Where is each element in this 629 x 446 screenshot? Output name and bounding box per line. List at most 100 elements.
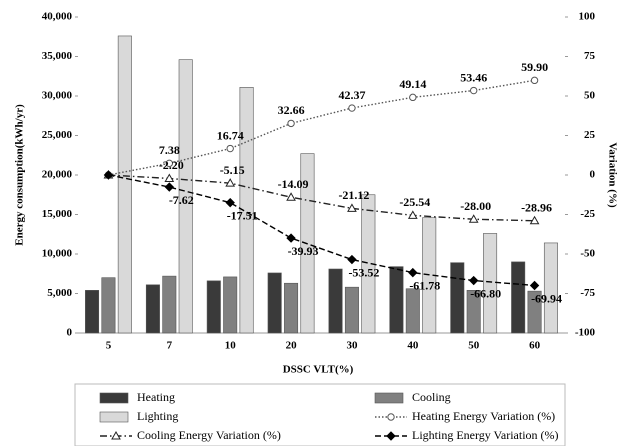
legend-label: Heating Energy Variation (%) bbox=[412, 409, 555, 423]
y2-tick-label: 25 bbox=[584, 129, 596, 141]
legend-label: Heating bbox=[137, 390, 175, 404]
bar bbox=[450, 262, 465, 334]
marker bbox=[225, 197, 235, 208]
bar bbox=[206, 280, 221, 334]
bar bbox=[145, 284, 160, 334]
bar bbox=[328, 268, 343, 334]
x-tick-label: 30 bbox=[346, 340, 358, 352]
marker bbox=[165, 159, 174, 168]
y2-tick-label: 75 bbox=[584, 50, 596, 62]
data-label: 59.90 bbox=[521, 60, 548, 74]
legend-swatch bbox=[374, 392, 404, 404]
y2-tick-label: -100 bbox=[575, 327, 596, 339]
data-label: -17.51 bbox=[227, 208, 258, 222]
y2-axis-title: Variation (%) bbox=[606, 142, 618, 208]
marker bbox=[530, 76, 539, 85]
data-label: 7.38 bbox=[159, 143, 180, 157]
y-tick-label: 40,000 bbox=[42, 11, 73, 23]
x-tick-label: 60 bbox=[529, 340, 541, 352]
data-label: -61.78 bbox=[409, 278, 440, 292]
y-tick-label: 20,000 bbox=[42, 169, 73, 181]
bar bbox=[543, 242, 558, 334]
legend-marker bbox=[387, 413, 395, 421]
data-label: -39.93 bbox=[288, 244, 319, 258]
data-label: 53.46 bbox=[460, 70, 487, 84]
legend-label: Cooling bbox=[412, 390, 451, 404]
bar bbox=[101, 277, 116, 334]
marker bbox=[468, 275, 479, 286]
legend-label: Lighting Energy Variation (%) bbox=[412, 428, 559, 442]
bar bbox=[344, 286, 359, 334]
marker bbox=[529, 215, 540, 225]
y-tick-label: 35,000 bbox=[42, 50, 73, 62]
data-label: -28.96 bbox=[521, 201, 552, 215]
y2-tick-label: -25 bbox=[580, 208, 595, 220]
bar bbox=[85, 290, 100, 334]
data-label: -25.54 bbox=[399, 195, 430, 209]
data-label: -2.20 bbox=[159, 158, 184, 172]
y-tick-label: 30,000 bbox=[42, 90, 73, 102]
marker bbox=[347, 254, 357, 265]
y-tick-label: 15,000 bbox=[42, 208, 73, 220]
y2-tick-label: -75 bbox=[580, 287, 595, 299]
bar bbox=[162, 275, 177, 334]
marker bbox=[164, 182, 175, 192]
marker bbox=[164, 173, 175, 182]
bar bbox=[284, 282, 299, 334]
data-label: -53.52 bbox=[348, 265, 379, 279]
x-tick-label: 50 bbox=[468, 340, 480, 352]
x-tick-label: 10 bbox=[225, 340, 237, 352]
data-label: 32.66 bbox=[278, 103, 305, 117]
bar bbox=[117, 35, 132, 334]
y-tick-label: 0 bbox=[67, 327, 73, 339]
legend-swatch bbox=[99, 411, 129, 423]
line bbox=[108, 174, 535, 222]
data-label: -5.15 bbox=[220, 163, 245, 177]
data-label: -21.12 bbox=[338, 188, 369, 202]
marker bbox=[348, 104, 356, 112]
x-tick-label: 20 bbox=[286, 340, 298, 352]
data-label: 49.14 bbox=[399, 77, 426, 91]
x-tick-label: 7 bbox=[167, 340, 173, 352]
bar bbox=[267, 272, 282, 334]
bar bbox=[223, 276, 238, 334]
data-label: 16.74 bbox=[217, 128, 244, 142]
data-label: -28.00 bbox=[460, 199, 491, 213]
y2-tick-label: -50 bbox=[580, 248, 595, 260]
marker bbox=[409, 93, 417, 102]
marker bbox=[225, 178, 236, 187]
marker bbox=[286, 233, 296, 243]
data-label: -7.62 bbox=[169, 193, 194, 207]
legend-label: Cooling Energy Variation (%) bbox=[137, 428, 281, 442]
marker bbox=[469, 86, 478, 95]
y-axis-title: Energy consumption(kWh/yr) bbox=[14, 104, 26, 246]
marker bbox=[408, 267, 418, 278]
marker bbox=[468, 214, 479, 223]
bar bbox=[483, 233, 498, 334]
marker bbox=[529, 280, 540, 291]
data-label: 42.37 bbox=[338, 88, 365, 102]
y-tick-label: 25,000 bbox=[42, 129, 73, 141]
legend-box bbox=[74, 383, 566, 446]
y2-tick-label: 100 bbox=[579, 11, 596, 23]
data-label: -14.09 bbox=[278, 177, 309, 191]
legend-swatch bbox=[99, 392, 129, 404]
line bbox=[108, 174, 535, 287]
marker bbox=[103, 170, 114, 180]
marker bbox=[226, 144, 234, 153]
bar bbox=[466, 290, 481, 334]
bar bbox=[527, 290, 542, 334]
bar bbox=[239, 87, 254, 334]
y-tick-label: 5,000 bbox=[47, 287, 72, 299]
marker bbox=[407, 210, 418, 219]
bar bbox=[389, 266, 404, 334]
data-label: -66.80 bbox=[470, 286, 501, 300]
y2-tick-label: 0 bbox=[590, 169, 596, 181]
marker bbox=[347, 203, 357, 212]
y-tick-label: 10,000 bbox=[42, 248, 73, 260]
x-tick-label: 40 bbox=[407, 340, 419, 352]
bar bbox=[511, 261, 526, 334]
bar bbox=[405, 288, 420, 334]
